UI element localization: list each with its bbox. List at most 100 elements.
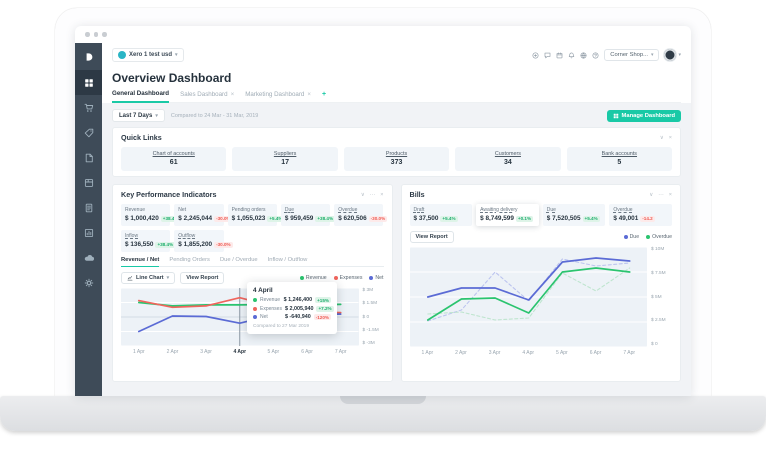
stat-card-due[interactable]: Due $ 959,459 +38.4% xyxy=(280,204,336,226)
stat-card-overdue[interactable]: Overdue $ 620,506 -30.0% xyxy=(334,204,388,226)
account-select[interactable]: Corner Shop... ▾ xyxy=(604,49,660,61)
stat-card-draft[interactable]: Draft $ 37,500 +5.4% xyxy=(409,204,473,226)
date-range-selector[interactable]: Last 7 Days ▾ xyxy=(112,109,165,122)
tooltip-footer: Compared to 27 Mar 2019 xyxy=(253,324,309,329)
sidebar-item-sales[interactable] xyxy=(75,95,102,120)
globe-icon[interactable] xyxy=(580,52,587,59)
sidebar-item-logo[interactable] xyxy=(75,43,102,70)
stat-card-due[interactable]: Due $ 7,520,505 +5.4% xyxy=(542,204,606,226)
sidebar-item-tags[interactable] xyxy=(75,120,102,145)
bills-line-chart[interactable] xyxy=(409,247,648,347)
y-axis-label: $ 1.5M xyxy=(362,301,378,307)
quick-link-chart-of-accounts[interactable]: Chart of accounts 61 xyxy=(121,147,227,171)
stat-card-inflow[interactable]: Inflow $ 136,550 +38.4% xyxy=(121,230,176,252)
stat-value: $ 37,500 xyxy=(413,215,439,222)
quick-link-label[interactable]: Customers xyxy=(494,151,521,157)
chevron-down-icon: ▾ xyxy=(166,275,170,281)
plus-circle-icon[interactable] xyxy=(532,52,539,59)
stat-delta-badge: +5.4% xyxy=(582,215,600,222)
sidebar-item-settings[interactable] xyxy=(75,270,102,295)
x-axis-label: 3 Apr xyxy=(200,349,212,355)
window-control-icon[interactable] xyxy=(85,32,90,37)
tab-general-dashboard[interactable]: General Dashboard xyxy=(112,90,170,103)
stat-card-awaiting-delivery[interactable]: Awaiting delivery $ 8,749,599 +0.1% xyxy=(476,204,539,226)
chat-icon[interactable] xyxy=(544,52,551,59)
close-icon[interactable]: × xyxy=(668,191,672,198)
stat-value: $ 1,000,420 xyxy=(125,215,159,222)
quick-link-label[interactable]: Bank accounts xyxy=(601,151,638,157)
kpi-subtab-pending-orders[interactable]: Pending Orders xyxy=(169,257,210,263)
calendar-icon[interactable] xyxy=(556,52,563,59)
sidebar-item-billing[interactable] xyxy=(75,195,102,220)
bills-stats: Draft $ 37,500 +5.4% Awaiting delivery $ 8,7… xyxy=(409,204,672,226)
sidebar-item-inventory[interactable] xyxy=(75,170,102,195)
bills-view-report-button[interactable]: View Report xyxy=(409,231,454,243)
kpi-subtab-inflow-outflow[interactable]: Inflow / Outflow xyxy=(267,257,308,263)
sidebar-item-cloud[interactable] xyxy=(75,245,102,270)
x-axis-label: 7 Apr xyxy=(623,350,636,356)
workspace-selector[interactable]: Xero 1 test usd ▾ xyxy=(112,48,184,62)
close-icon[interactable]: × xyxy=(380,191,384,198)
collapse-icon[interactable]: ∨ xyxy=(360,191,365,198)
tooltip-title: 4 April xyxy=(253,287,273,294)
tab-marketing-dashboard[interactable]: Marketing Dashboard × xyxy=(245,91,311,98)
bills-card: Bills ∨ ··· × Draft $ 37,500 +5.4% Awaiting… xyxy=(400,184,681,382)
user-menu[interactable]: ▾ xyxy=(664,49,681,61)
kpi-view-report-button[interactable]: View Report xyxy=(180,272,225,284)
quick-link-label[interactable]: Chart of accounts xyxy=(152,151,195,157)
add-dashboard-tab-button[interactable]: + xyxy=(321,91,327,98)
stat-delta-badge: -30.0% xyxy=(214,215,233,222)
chart-tooltip: 4 April Revenue $ 1,246,400 +15% Expenses $ … xyxy=(247,282,337,334)
kpi-subtab-revenue-net[interactable]: Revenue / Net xyxy=(121,257,160,267)
stat-value: $ 49,001 xyxy=(613,215,639,222)
compared-period-label: Compared to 24 Mar - 31 Mar, 2019 xyxy=(170,112,259,119)
stat-card-overdue[interactable]: Overdue $ 49,001 -14.2 xyxy=(609,204,672,226)
line-chart-icon xyxy=(127,275,133,281)
drag-handle-icon[interactable]: ··· xyxy=(658,191,664,198)
stat-value: $ 1,855,200 xyxy=(178,241,213,248)
collapse-icon[interactable]: ∨ xyxy=(649,191,654,198)
close-tab-icon[interactable]: × xyxy=(230,91,235,98)
y-axis-label: $ -3M xyxy=(362,341,375,346)
close-icon[interactable]: × xyxy=(668,134,672,141)
window-control-icon[interactable] xyxy=(102,32,107,37)
kpi-legend: Revenue Expenses Net xyxy=(299,275,384,281)
browser-window: Xero 1 test usd ▾ Corner Shop... ▾ ▾ xyxy=(75,26,691,396)
x-axis-label: 6 Apr xyxy=(301,349,313,355)
quick-link-label[interactable]: Products xyxy=(385,151,408,157)
legend-item-net: Net xyxy=(369,275,384,281)
stat-card-net[interactable]: Net $ 2,245,044 -30.0% xyxy=(174,204,233,226)
close-tab-icon[interactable]: × xyxy=(307,91,311,98)
window-control-icon[interactable] xyxy=(93,32,98,37)
stat-value: $ 7,520,505 xyxy=(546,215,581,222)
drag-handle-icon[interactable]: ··· xyxy=(369,191,376,198)
x-axis-label: 5 Apr xyxy=(267,349,280,355)
quick-link-suppliers[interactable]: Suppliers 17 xyxy=(232,147,338,171)
stat-card-revenue[interactable]: Revenue $ 1,000,420 +38.4% xyxy=(121,204,181,226)
y-axis-label: $ 10M xyxy=(651,247,665,252)
tab-sales-dashboard[interactable]: Sales Dashboard × xyxy=(180,91,235,98)
help-icon[interactable] xyxy=(592,52,599,59)
sidebar-item-dashboards[interactable] xyxy=(75,70,102,95)
sidebar-item-documents[interactable] xyxy=(75,145,102,170)
quick-link-label[interactable]: Suppliers xyxy=(273,151,297,157)
stat-label: Pending orders xyxy=(231,207,266,213)
app-sidebar xyxy=(75,43,102,396)
quick-link-customers[interactable]: Customers 34 xyxy=(455,147,561,171)
stat-card-outflow[interactable]: Outflow $ 1,855,200 -30.0% xyxy=(174,230,233,252)
kpi-subtab-due-overdue[interactable]: Due / Overdue xyxy=(219,257,258,263)
stat-card-pending-orders[interactable]: Pending orders $ 1,055,023 +5.4% xyxy=(227,204,285,226)
quick-link-bank-accounts[interactable]: Bank accounts 5 xyxy=(566,147,673,171)
y-axis-label: $ 0 xyxy=(651,342,658,347)
quick-link-products[interactable]: Products 373 xyxy=(343,147,450,171)
stat-delta-badge: -14.2 xyxy=(640,215,655,222)
collapse-icon[interactable]: ∨ xyxy=(659,134,664,141)
chart-type-select[interactable]: Line Chart ▾ xyxy=(121,272,176,284)
tags-icon xyxy=(84,128,94,138)
avatar xyxy=(664,49,677,61)
sidebar-item-reports[interactable] xyxy=(75,220,102,245)
topbar-icons xyxy=(532,52,599,59)
notifications-icon[interactable] xyxy=(568,52,575,59)
x-axis-label: 2 Apr xyxy=(166,349,179,355)
manage-dashboard-button[interactable]: Manage Dashboard xyxy=(606,109,681,122)
